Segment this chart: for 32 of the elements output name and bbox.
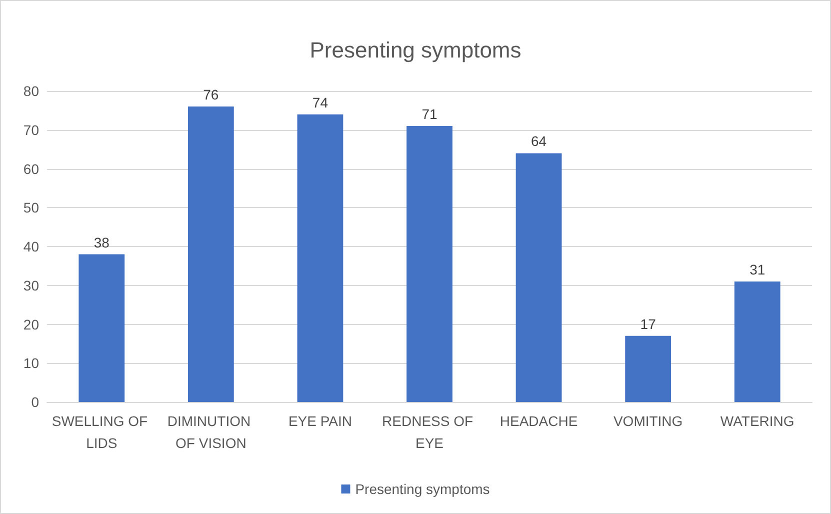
bar: [297, 114, 344, 402]
data-label: 74: [312, 94, 328, 110]
y-tick-label: 70: [23, 122, 40, 138]
bar: [516, 153, 562, 402]
chart-title: Presenting symptoms: [310, 38, 522, 62]
data-label: 38: [94, 234, 110, 250]
bar: [188, 106, 234, 402]
x-tick-label: DIMINUTION OF VISION: [167, 413, 254, 451]
data-label: 64: [530, 133, 547, 150]
bar: [625, 336, 672, 402]
y-tick-label: 30: [23, 277, 40, 294]
y-tick-label: 10: [23, 355, 40, 372]
data-label: 76: [203, 86, 219, 103]
y-tick-label: 0: [31, 394, 40, 410]
x-tick-label: EYE PAIN: [288, 413, 352, 429]
data-label: 31: [750, 261, 766, 278]
y-tick-label: 40: [23, 238, 40, 254]
bar: [734, 281, 780, 402]
legend-label: Presenting symptoms: [355, 481, 490, 497]
data-label: 17: [640, 316, 656, 332]
y-tick-label: 50: [23, 200, 40, 216]
x-tick-label: SWELLING OF LIDS: [52, 413, 152, 451]
bar: [406, 126, 452, 402]
x-tick-label: REDNESS OF EYE: [382, 413, 477, 451]
x-tick-label: WATERING: [720, 413, 794, 429]
y-tick-label: 60: [23, 160, 40, 177]
x-tick-label: HEADACHE: [500, 413, 578, 429]
y-tick-label: 20: [23, 316, 40, 332]
x-tick-label: VOMITING: [613, 413, 683, 429]
y-tick-label: 80: [23, 83, 40, 99]
bar: [78, 254, 125, 402]
data-label: 71: [422, 106, 438, 122]
